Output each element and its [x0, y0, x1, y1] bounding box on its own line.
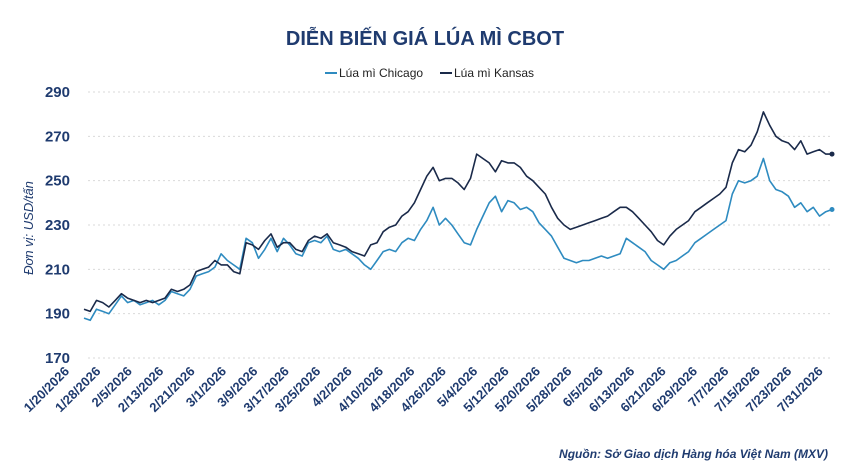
- source-note: Nguồn: Sở Giao dịch Hàng hóa Việt Nam (M…: [559, 447, 828, 461]
- y-tick-label: 170: [45, 350, 70, 367]
- legend-label-chicago: Lúa mì Chicago: [339, 66, 423, 80]
- series-end-point: [829, 151, 835, 157]
- y-tick-label: 270: [45, 128, 70, 145]
- x-axis-ticks: 1/20/20261/28/20262/5/20262/13/20262/21/…: [21, 364, 826, 416]
- series-end-point: [829, 206, 835, 212]
- y-axis-ticks: 170 190 210 230 250 270 290: [45, 84, 70, 367]
- y-tick-label: 190: [45, 306, 70, 323]
- series-lines: [83, 111, 835, 322]
- y-tick-label: 230: [45, 217, 70, 234]
- y-axis-label: Đơn vị: USD/tấn: [21, 181, 36, 275]
- series-line-chicago: [83, 157, 833, 322]
- y-tick-label: 290: [45, 84, 70, 101]
- y-tick-label: 210: [45, 261, 70, 278]
- series-line-kansas: [83, 111, 832, 313]
- grid: [88, 91, 832, 359]
- legend: Lúa mì Chicago Lúa mì Kansas: [325, 66, 534, 80]
- legend-label-kansas: Lúa mì Kansas: [454, 66, 534, 80]
- y-tick-label: 250: [45, 173, 70, 190]
- chart-title: DIỄN BIẾN GIÁ LÚA MÌ CBOT: [286, 26, 564, 50]
